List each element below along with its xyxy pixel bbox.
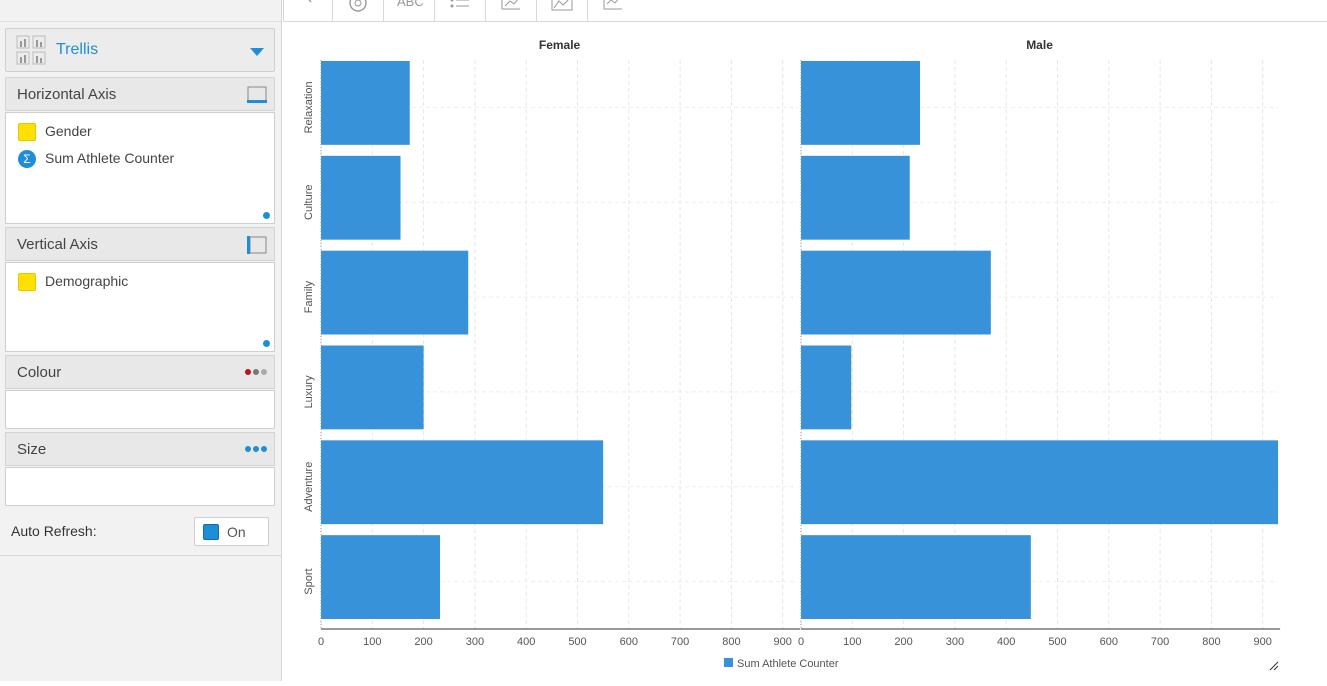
size-dots-icon[interactable] (244, 445, 268, 453)
bar-male-culture (801, 155, 910, 240)
toggle-state-label: On (227, 524, 246, 540)
x-tick-label: 100 (843, 636, 861, 648)
legend-label: Sum Athlete Counter (737, 658, 839, 670)
colour-header: Colour (5, 355, 275, 389)
x-tick-label: 200 (894, 636, 912, 648)
auto-refresh-row: Auto Refresh: On (0, 512, 281, 556)
chart-toolbar: ABC (283, 0, 1327, 22)
bar-female-sport (321, 535, 441, 619)
x-tick-label: 600 (620, 636, 638, 648)
bar-male-relaxation (801, 61, 921, 145)
size-header: Size (5, 432, 275, 466)
bar-female-adventure (321, 440, 604, 525)
bar-female-culture (321, 155, 401, 240)
bar-male-luxury (801, 345, 852, 430)
bar-female-family (321, 250, 469, 335)
y-tick-label: Culture (303, 185, 315, 220)
colour-dots-icon[interactable] (244, 368, 268, 376)
toolbar-line-button[interactable] (587, 0, 638, 22)
y-tick-label: Sport (303, 568, 315, 594)
toolbar-legend-button[interactable] (434, 0, 485, 22)
vertical-axis-icon[interactable] (247, 236, 267, 254)
y-tick-label: Family (303, 280, 315, 313)
auto-refresh-toggle[interactable]: On (194, 517, 269, 546)
resize-dot-icon (263, 340, 270, 347)
list-icon (450, 0, 469, 8)
y-tick-label: Relaxation (303, 81, 315, 133)
size-title: Size (17, 441, 47, 458)
dimension-chip-icon (18, 273, 36, 291)
sigma-measure-icon: Σ (18, 150, 36, 168)
chart-canvas: 0 100 200 300 400 500 600 700 800 900 Female 0 100 20… (303, 38, 1281, 671)
vertical-axis-dropzone[interactable]: Demographic (5, 262, 275, 352)
legend-swatch (724, 658, 733, 667)
bar-male-sport (801, 535, 1031, 619)
chevron-icon (308, 0, 312, 3)
bar-male-family (801, 250, 991, 335)
x-tick-label: 400 (997, 636, 1015, 648)
colour-dropzone[interactable] (5, 390, 275, 429)
svg-text:ABC: ABC (397, 0, 424, 9)
x-tick-label: 500 (568, 636, 586, 648)
dimension-chip-icon (18, 123, 36, 141)
bar-female-luxury (321, 345, 424, 430)
trellis-chart: 0 100 200 300 400 500 600 700 800 900 Female 0 100 20… (283, 23, 1327, 681)
sidebar-top-strip (0, 0, 281, 22)
resize-dot-icon (263, 212, 270, 219)
x-tick-label: 300 (946, 636, 964, 648)
bar-male-adventure (801, 440, 1279, 525)
horizontal-axis-dropzone[interactable]: Gender Σ Sum Athlete Counter (5, 112, 275, 224)
toggle-checkbox-icon (203, 524, 219, 540)
chart-type-label: Trellis (56, 41, 99, 58)
x-tick-label: 800 (1202, 636, 1220, 648)
x-tick-label: 0 (318, 636, 324, 648)
toolbar-chevron-button[interactable] (283, 0, 332, 22)
chart-builder-sidebar: Trellis Horizontal Axis Gender Σ Sum Ath… (0, 0, 282, 681)
text-abc-icon: ABC (397, 0, 424, 9)
bar-female-relaxation (321, 61, 410, 145)
chevron-down-icon[interactable] (250, 48, 264, 56)
horizontal-axis-title: Horizontal Axis (17, 86, 117, 103)
resize-handle-icon (1269, 661, 1279, 671)
chart-type-selector[interactable]: Trellis (5, 28, 275, 72)
x-tick-label: 900 (1254, 636, 1272, 648)
field-label: Gender (45, 123, 92, 139)
size-dropzone[interactable] (5, 467, 275, 506)
x-tick-label: 600 (1100, 636, 1118, 648)
gear-icon (349, 0, 367, 12)
panel-title-female: Female (539, 38, 581, 52)
x-tick-label: 100 (363, 636, 381, 648)
x-tick-label: 800 (722, 636, 740, 648)
toolbar-labels-button[interactable]: ABC (383, 0, 434, 22)
panel-title-male: Male (1026, 38, 1053, 52)
field-label: Sum Athlete Counter (45, 150, 175, 166)
toolbar-axis-button[interactable] (485, 0, 536, 22)
x-tick-label: 0 (798, 636, 804, 648)
x-tick-label: 200 (414, 636, 432, 648)
horizontal-axis-icon[interactable] (247, 86, 267, 104)
x-tick-label: 400 (517, 636, 535, 648)
x-tick-label: 700 (1151, 636, 1169, 648)
horizontal-axis-header: Horizontal Axis (5, 77, 275, 111)
x-tick-label: 700 (671, 636, 689, 648)
vertical-axis-title: Vertical Axis (17, 236, 98, 253)
line-chart-icon (603, 0, 622, 10)
y-tick-label: Luxury (303, 375, 315, 409)
vertical-axis-header: Vertical Axis (5, 227, 275, 261)
axis-chart-icon (501, 0, 520, 10)
x-tick-label: 900 (774, 636, 792, 648)
colour-title: Colour (17, 364, 62, 381)
toolbar-settings-button[interactable] (332, 0, 383, 22)
y-tick-label: Adventure (303, 462, 315, 512)
trellis-chart-icon (16, 35, 46, 65)
field-label: Demographic (45, 273, 129, 289)
toolbar-area-button[interactable] (536, 0, 587, 22)
x-tick-label: 300 (466, 636, 484, 648)
auto-refresh-label: Auto Refresh: (11, 523, 97, 539)
area-chart-icon (551, 0, 573, 11)
x-tick-label: 500 (1048, 636, 1066, 648)
